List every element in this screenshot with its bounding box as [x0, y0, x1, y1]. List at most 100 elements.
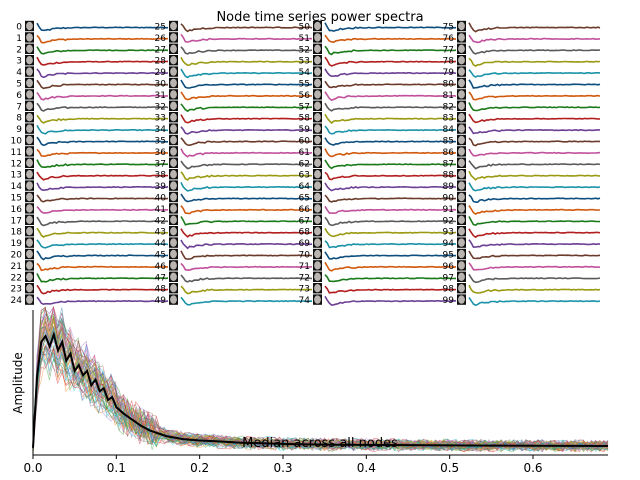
brain-thumbnail-shape [170, 44, 177, 53]
node-label: 18 [11, 228, 23, 238]
node-spectrum-line [324, 274, 457, 283]
node-label: 3 [16, 57, 22, 67]
node-label: 8 [16, 114, 22, 124]
brain-thumbnail-shape [26, 147, 33, 156]
brain-thumbnail-shape [314, 295, 321, 304]
node-label: 17 [11, 216, 22, 226]
node-spectrum-line [468, 262, 601, 271]
node-overlay-line [32, 315, 609, 456]
node-overlay-line [32, 307, 609, 449]
brain-thumbnail-shape [170, 295, 177, 304]
node-label: 27 [155, 45, 166, 55]
x-tick-label: 0.5 [440, 461, 459, 475]
node-label: 29 [155, 68, 167, 78]
brain-thumbnail-shape [26, 158, 33, 167]
node-spectrum-line [324, 22, 457, 33]
node-spectrum-line [468, 228, 601, 239]
brain-thumbnail-shape [458, 192, 465, 202]
node-label: 78 [443, 57, 455, 67]
brain-thumbnail-shape [26, 295, 33, 304]
node-label: 36 [155, 148, 167, 158]
node-spectrum-line [324, 216, 457, 227]
node-label: 60 [299, 137, 311, 147]
brain-thumbnail-shape [26, 135, 33, 145]
brain-thumbnail-shape [26, 272, 33, 281]
node-label: 21 [11, 262, 22, 272]
node-spectrum-line [468, 297, 601, 307]
node-label: 94 [443, 239, 455, 249]
node-spectrum-line [324, 240, 457, 249]
brain-thumbnail-shape [26, 204, 33, 213]
node-label: 63 [299, 171, 310, 181]
brain-thumbnail-shape [458, 147, 465, 156]
brain-thumbnail-shape [26, 21, 33, 31]
brain-thumbnail-shape [170, 147, 177, 156]
node-label: 5 [16, 80, 22, 90]
node-label: 26 [155, 34, 167, 44]
node-overlay-line [32, 317, 609, 456]
node-label: 2 [16, 45, 22, 55]
node-spectrum-line [180, 228, 313, 238]
node-label: 14 [11, 182, 23, 192]
brain-thumbnail-shape [314, 44, 321, 53]
node-spectrum-line [324, 171, 457, 181]
brain-thumbnail-shape [26, 192, 33, 202]
node-label: 59 [299, 125, 311, 135]
node-label: 1 [16, 34, 22, 44]
node-spectrum-line [324, 113, 457, 125]
node-label: 35 [155, 137, 166, 147]
node-label: 40 [155, 194, 167, 204]
brain-thumbnail-shape [314, 158, 321, 167]
brain-thumbnail-shape [170, 284, 177, 293]
node-spectrum-line [36, 206, 169, 214]
node-spectrum-line [36, 34, 169, 44]
node-label: 73 [299, 285, 310, 295]
node-spectrum-line [36, 262, 169, 272]
node-spectrum-line [36, 194, 169, 203]
brain-thumbnail-shape [458, 135, 465, 145]
node-spectrum-line [324, 45, 457, 56]
node-spectrum-line [180, 160, 313, 170]
node-label: 80 [443, 80, 455, 90]
brain-thumbnail-shape [458, 204, 465, 213]
node-label: 38 [155, 171, 167, 181]
node-spectrum-line [180, 262, 313, 271]
node-spectrum-line [324, 102, 457, 112]
node-spectrum-line [324, 182, 456, 192]
node-spectrum-line [468, 113, 601, 124]
brain-thumbnail-shape [458, 67, 465, 76]
node-spectrum-line [36, 273, 169, 283]
node-overlay-line [32, 327, 609, 450]
node-spectrum-line [36, 79, 168, 90]
node-label: 62 [299, 159, 310, 169]
brain-thumbnail-shape [170, 113, 177, 122]
brain-thumbnail-shape [26, 181, 33, 190]
node-spectrum-line [468, 148, 601, 157]
brain-thumbnail-shape [458, 33, 465, 42]
node-label: 67 [299, 216, 310, 226]
node-label: 96 [443, 262, 455, 272]
brain-thumbnail-shape [170, 135, 177, 145]
node-label: 69 [299, 239, 311, 249]
node-spectrum-line [468, 273, 601, 284]
node-label: 46 [155, 262, 167, 272]
node-spectrum-line [180, 56, 312, 67]
node-spectrum-line [180, 68, 313, 79]
node-label: 13 [11, 171, 22, 181]
brain-thumbnail-shape [170, 21, 177, 31]
node-label: 56 [299, 91, 311, 101]
node-spectrum-line [180, 33, 313, 43]
brain-thumbnail-shape [314, 78, 321, 88]
node-spectrum-line [468, 194, 601, 204]
node-spectrum-line [468, 284, 601, 294]
node-label: 11 [11, 148, 22, 158]
node-label: 49 [155, 296, 167, 306]
node-spectrum-line [36, 227, 169, 238]
node-label: 45 [155, 251, 166, 261]
node-label: 23 [11, 285, 22, 295]
brain-thumbnail-shape [170, 101, 177, 111]
node-overlay-line [32, 349, 609, 452]
node-spectrum-line [180, 285, 313, 295]
brain-thumbnail-shape [458, 272, 465, 281]
x-tick-label: 0.6 [523, 461, 542, 475]
